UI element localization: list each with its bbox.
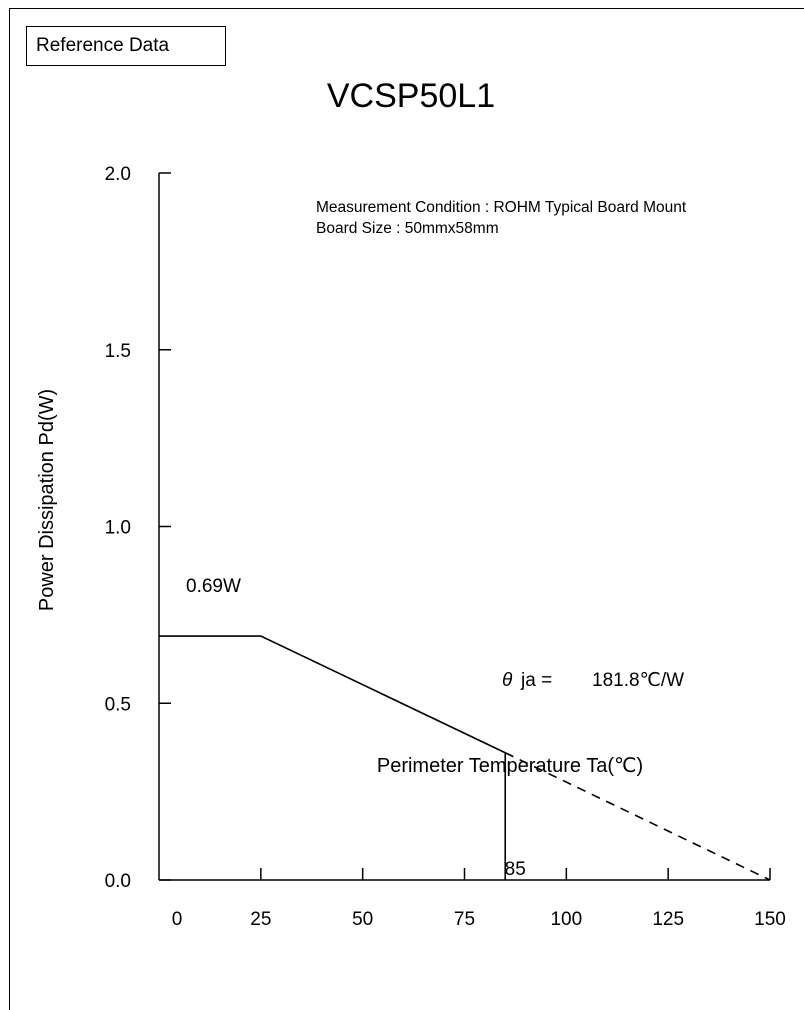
x-tick-label: 125 — [652, 909, 684, 930]
pd-value-annotation: 0.69W — [186, 576, 241, 597]
board-size-note: Board Size : 50mmx58mm — [316, 220, 499, 237]
x-tick-label: 75 — [454, 909, 475, 930]
reference-data-box: Reference Data — [26, 26, 226, 66]
y-tick-label: 1.0 — [105, 518, 131, 539]
chart-series: 85 — [159, 635, 771, 881]
derating-line-solid — [159, 635, 506, 754]
x-tick-label: 25 — [250, 909, 271, 930]
temperature-marker-label: 85 — [505, 859, 526, 880]
theta-symbol: θ — [502, 670, 513, 691]
y-tick-label: 2.0 — [105, 164, 131, 185]
chart-ticks: 0.0 0.5 1.0 1.5 2.0 0 25 50 75 100 125 150 — [105, 164, 786, 930]
reference-data-label: Reference Data — [36, 35, 170, 56]
y-axis-label: Power Dissipation Pd(W) — [36, 389, 58, 611]
x-tick-label: 100 — [550, 909, 582, 930]
y-tick-label: 0.0 — [105, 871, 131, 892]
x-tick-label: 0 — [172, 909, 183, 930]
theta-ja-label: ja = — [520, 670, 552, 691]
y-tick-label: 0.5 — [105, 694, 131, 715]
x-axis-label: Perimeter Temperature Ta(℃) — [377, 755, 643, 777]
x-tick-label: 150 — [754, 909, 786, 930]
measurement-condition-note: Measurement Condition : ROHM Typical Boa… — [316, 199, 687, 216]
x-tick-label: 50 — [352, 909, 373, 930]
theta-ja-value: 181.8℃/W — [592, 670, 684, 691]
page-frame — [9, 8, 804, 1010]
y-tick-label: 1.5 — [105, 341, 131, 362]
chart-title: VCSP50L1 — [327, 77, 495, 115]
derating-line-dashed — [504, 752, 771, 881]
